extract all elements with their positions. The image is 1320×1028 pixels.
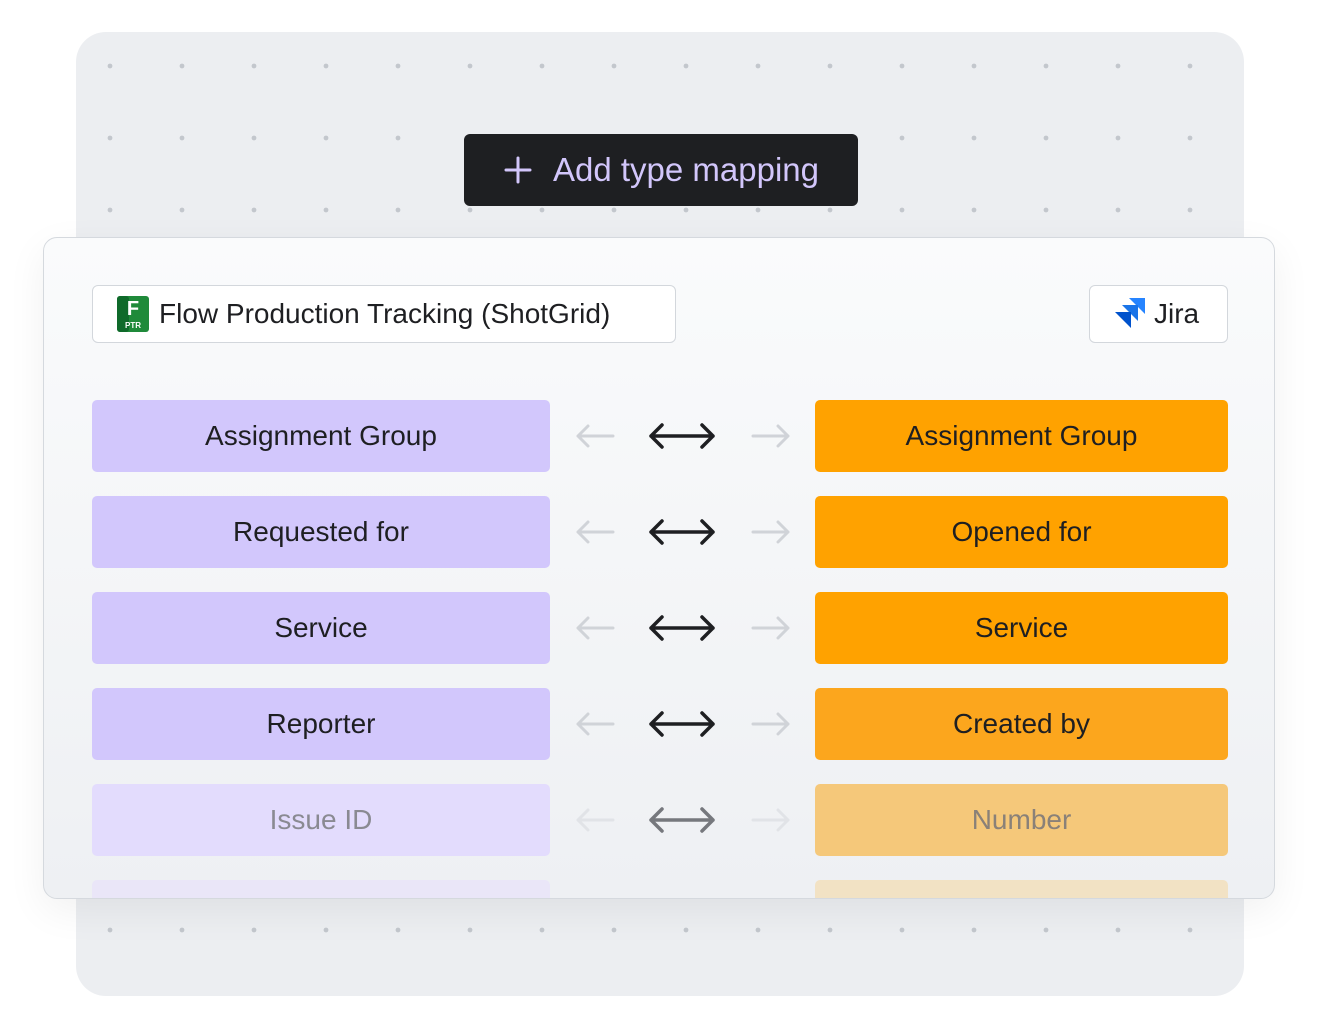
target-field[interactable]: Opened for <box>815 496 1228 568</box>
plus-icon <box>504 156 532 184</box>
source-field[interactable]: Issue ID <box>92 784 550 856</box>
mapping-row-placeholder <box>44 880 1274 898</box>
target-field[interactable]: Number <box>815 784 1228 856</box>
svg-text:F: F <box>127 298 139 320</box>
bidirectional-arrow-icon[interactable] <box>647 704 717 744</box>
source-field[interactable]: Reporter <box>92 688 550 760</box>
source-field[interactable]: Requested for <box>92 496 550 568</box>
source-field[interactable]: Assignment Group <box>92 400 550 472</box>
mapping-row: Reporter Created by <box>44 688 1274 760</box>
target-field[interactable]: Service <box>815 592 1228 664</box>
arrow-left-icon[interactable] <box>574 512 616 552</box>
target-app-name: Jira <box>1154 298 1200 329</box>
arrow-right-icon[interactable] <box>750 608 792 648</box>
add-type-mapping-button[interactable]: Add type mapping <box>464 134 858 206</box>
source-field-placeholder <box>92 880 550 898</box>
arrow-right-icon[interactable] <box>750 416 792 456</box>
arrow-right-icon[interactable] <box>750 512 792 552</box>
mapping-row: Issue ID Number <box>44 784 1274 856</box>
arrow-right-icon[interactable] <box>750 704 792 744</box>
arrow-left-icon[interactable] <box>574 704 616 744</box>
svg-text:PTR: PTR <box>125 321 141 330</box>
target-field-placeholder <box>815 880 1228 898</box>
source-app-chip: F PTR Flow Production Tracking (ShotGrid… <box>92 285 676 343</box>
bidirectional-arrow-icon[interactable] <box>647 512 717 552</box>
mapping-row: Service Service <box>44 592 1274 664</box>
bidirectional-arrow-icon[interactable] <box>647 800 717 840</box>
mapping-row: Requested for Opened for <box>44 496 1274 568</box>
arrow-left-icon[interactable] <box>574 416 616 456</box>
arrow-left-icon[interactable] <box>574 608 616 648</box>
arrow-right-icon[interactable] <box>750 800 792 840</box>
target-app-chip: Jira <box>1089 285 1228 343</box>
jira-logo-icon <box>1115 298 1145 328</box>
bidirectional-arrow-icon[interactable] <box>647 608 717 648</box>
source-field[interactable]: Service <box>92 592 550 664</box>
arrow-left-icon[interactable] <box>574 800 616 840</box>
target-field[interactable]: Assignment Group <box>815 400 1228 472</box>
add-type-mapping-label: Add type mapping <box>552 151 819 188</box>
bidirectional-arrow-icon[interactable] <box>647 416 717 456</box>
target-field[interactable]: Created by <box>815 688 1228 760</box>
type-mapping-card: F PTR Flow Production Tracking (ShotGrid… <box>43 237 1275 899</box>
flow-production-tracking-logo-icon: F PTR <box>117 296 149 332</box>
mapping-row: Assignment Group Assignment Group <box>44 400 1274 472</box>
source-app-name: Flow Production Tracking (ShotGrid) <box>159 298 611 329</box>
